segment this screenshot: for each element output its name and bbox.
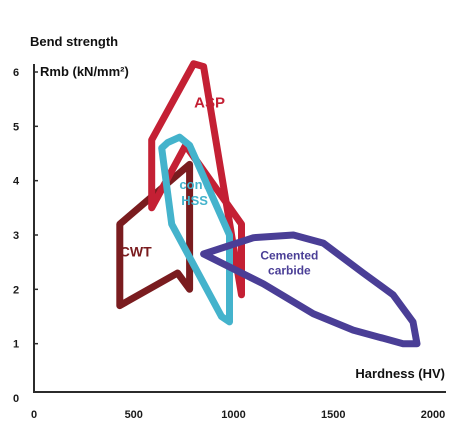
y-tick-label: 3 xyxy=(13,230,19,242)
material-regions xyxy=(116,60,421,348)
x-tick-label: 1000 xyxy=(221,409,245,421)
y-tick-label: 4 xyxy=(13,176,20,188)
region-cwt xyxy=(116,160,194,310)
x-tick-label: 0 xyxy=(31,409,37,421)
region-cemented-carbide xyxy=(200,231,421,348)
y-tick-labels: 0 1 2 3 4 5 6 xyxy=(13,67,38,405)
x-tick-label: 500 xyxy=(125,409,143,421)
x-tick-labels: 0 500 1000 1500 2000 xyxy=(31,409,445,421)
region-labels: CWT ASP conv HSS Cemented carbide xyxy=(120,94,319,277)
chart-title: Bend strength xyxy=(30,34,118,49)
label-cemented-carbide: Cemented carbide xyxy=(260,248,318,277)
region-conv-hss xyxy=(158,133,233,326)
label-cwt: CWT xyxy=(120,244,152,260)
x-axis-label: Hardness (HV) xyxy=(355,366,445,381)
x-tick-label: 2000 xyxy=(421,409,445,421)
y-axis-label: Rmb (kN/mm²) xyxy=(40,64,129,79)
label-asp: ASP xyxy=(194,94,225,111)
y-tick-label: 6 xyxy=(13,67,19,79)
x-tick-label: 1500 xyxy=(321,409,345,421)
y-tick-label: 1 xyxy=(13,339,19,351)
y-tick-label: 2 xyxy=(13,284,19,296)
label-conv-hss: conv HSS xyxy=(179,177,210,208)
y-tick-label: 0 xyxy=(13,393,19,405)
y-tick-label: 5 xyxy=(13,121,19,133)
